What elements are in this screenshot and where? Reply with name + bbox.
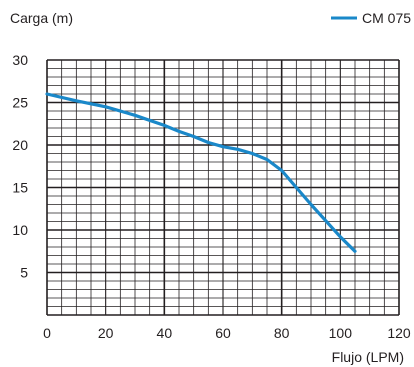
y-tick-label: 5 — [20, 265, 28, 281]
chart-grid — [46, 59, 400, 316]
chart-tick-labels: 0 20 40 60 80 100 120 5 10 15 20 25 30 — [12, 52, 410, 341]
chart-legend: CM 075 — [331, 10, 411, 26]
x-tick-label: 40 — [157, 325, 173, 341]
x-axis-label: Flujo (LPM) — [332, 349, 404, 365]
x-tick-label: 120 — [387, 325, 411, 341]
x-tick-label: 60 — [215, 325, 231, 341]
y-tick-label: 25 — [12, 95, 28, 111]
x-tick-label: 0 — [43, 325, 51, 341]
y-tick-label: 20 — [12, 137, 28, 153]
x-tick-label: 100 — [329, 325, 353, 341]
x-tick-label: 80 — [274, 325, 290, 341]
y-axis-label: Carga (m) — [10, 10, 73, 26]
y-tick-label: 15 — [12, 180, 28, 196]
series-line-cm075 — [45, 92, 357, 253]
y-tick-label: 10 — [12, 222, 28, 238]
chart-series-lines — [45, 92, 357, 253]
legend-label-cm075: CM 075 — [362, 10, 411, 26]
y-tick-label: 30 — [12, 52, 28, 68]
x-tick-label: 20 — [98, 325, 114, 341]
